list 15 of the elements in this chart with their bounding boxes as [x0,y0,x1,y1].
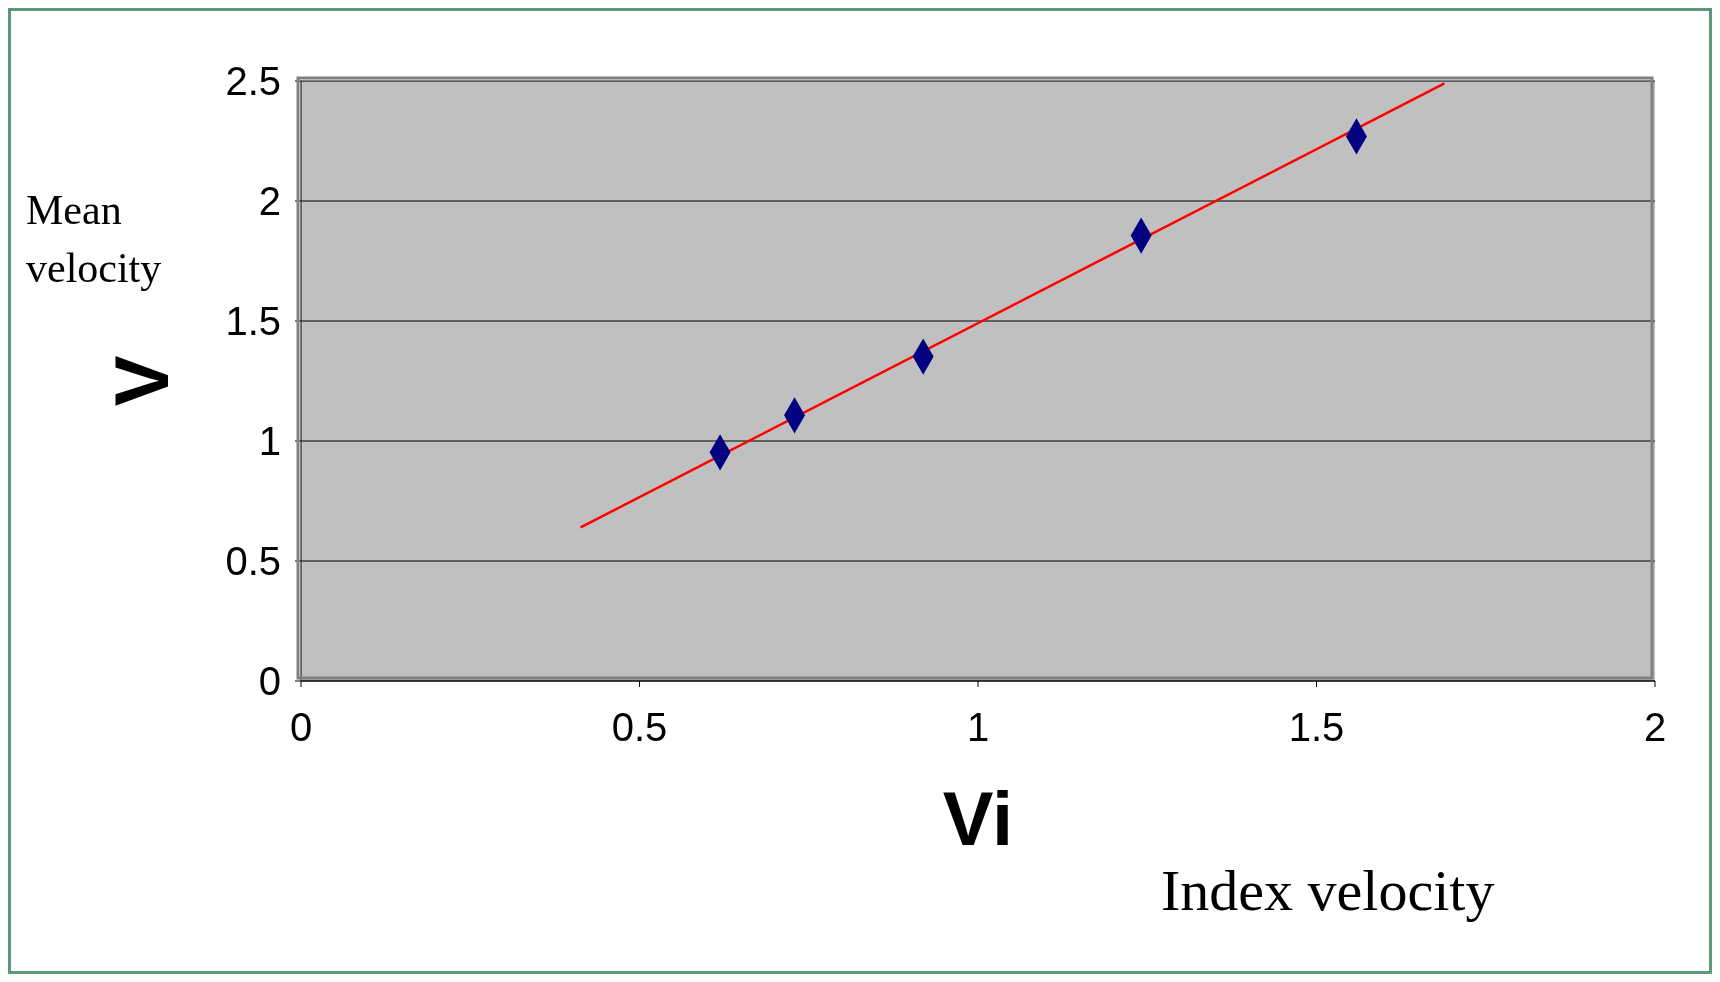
y-tick-label: 1 [258,419,281,464]
x-tick-label: 1 [966,705,990,750]
x-tick-label: 2 [1643,705,1667,750]
x-tick-label: 1.5 [1288,705,1345,750]
x-tick-label: 0.5 [611,705,668,750]
y-axis-title: V [98,355,184,407]
x-tick-label: 0 [289,705,313,750]
text: Index velocity [1161,857,1496,925]
y-tick-label: 2.5 [225,59,281,104]
y-tick-label: 2 [258,179,281,224]
text: Mean velocity [26,186,163,293]
y-tick-label: 1.5 [225,299,281,344]
x-axis-title: Vi [942,775,1014,861]
y-tick-label: 0 [258,659,281,704]
y-tick-label: 0.5 [225,539,281,584]
